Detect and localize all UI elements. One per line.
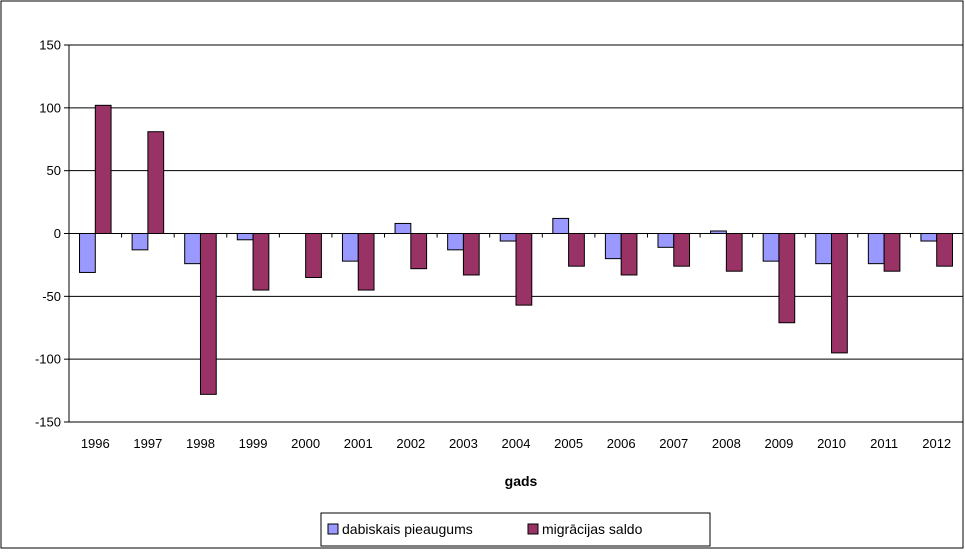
bar-dabiskais-pieaugums-2009 (762, 233, 780, 262)
bars (79, 104, 953, 395)
bar-dabiskais-pieaugums-1999 (236, 233, 254, 241)
y-tick-label: -50 (42, 289, 61, 304)
y-tick-label: -100 (35, 352, 61, 367)
bar-dabiskais-pieaugums-2001 (341, 233, 359, 262)
x-tick-label: 2002 (396, 436, 425, 451)
x-tick-label: 1999 (239, 436, 268, 451)
bar-migracijas-saldo-1999 (252, 233, 270, 291)
bar-migracijas-saldo-2001 (357, 233, 375, 291)
legend-box (320, 512, 711, 547)
gridlines (64, 44, 963, 423)
legend-label-migracijas-saldo: migrācijas saldo (542, 521, 643, 537)
bar-migracijas-saldo-2011 (883, 233, 901, 272)
bar-dabiskais-pieaugums-2011 (867, 233, 885, 265)
bar-dabiskais-pieaugums-2002 (394, 222, 412, 235)
bar-migracijas-saldo-2012 (936, 233, 953, 267)
bar-dabiskais-pieaugums-2004 (499, 233, 517, 242)
bar-migracijas-saldo-1997 (147, 131, 165, 235)
x-tick-label: 2008 (712, 436, 741, 451)
y-tick-label: 150 (39, 38, 61, 53)
bar-migracijas-saldo-2002 (410, 233, 428, 270)
bar-migracijas-saldo-2000 (305, 233, 322, 278)
bar-migracijas-saldo-1996 (94, 104, 112, 234)
bar-migracijas-saldo-2010 (831, 233, 848, 354)
x-tick-label: 2005 (554, 436, 583, 451)
x-tick-label: 2009 (764, 436, 793, 451)
bar-dabiskais-pieaugums-2006 (604, 233, 622, 260)
x-tick-labels: 1996 1997 1998 1999 2000 2001 2002 2003 2004 2005… (81, 436, 951, 451)
bar-migracijas-saldo-2005 (568, 233, 585, 267)
bar-dabiskais-pieaugums-2007 (657, 233, 675, 248)
x-tick-label: 2003 (449, 436, 478, 451)
bar-dabiskais-pieaugums-1996 (79, 233, 96, 273)
bar-migracijas-saldo-1998 (199, 233, 217, 395)
bar-dabiskais-pieaugums-1998 (184, 233, 201, 265)
legend-swatch-dabiskais-pieaugums (327, 523, 339, 535)
x-tick-label: 2006 (607, 436, 636, 451)
axes (68, 45, 964, 422)
x-tick-label: 1998 (186, 436, 215, 451)
x-tick-label: 1996 (81, 436, 110, 451)
bar-dabiskais-pieaugums-2012 (920, 233, 938, 242)
bar-migracijas-saldo-2006 (620, 233, 638, 276)
x-axis-title: gads (505, 473, 538, 489)
bar-dabiskais-pieaugums-2005 (552, 217, 570, 234)
x-tick-label: 2004 (502, 436, 531, 451)
x-tick-label: 2000 (291, 436, 320, 451)
bar-dabiskais-pieaugums-2010 (815, 233, 833, 265)
legend: dabiskais pieaugums migrācijas saldo (320, 512, 711, 547)
bar-migracijas-saldo-2009 (778, 233, 796, 324)
x-tick-label: 2001 (344, 436, 373, 451)
y-tick-label: 100 (39, 100, 61, 115)
x-tick-label: 2007 (659, 436, 688, 451)
bar-dabiskais-pieaugums-2003 (447, 233, 464, 251)
x-tick-label: 1997 (133, 436, 162, 451)
x-tick-label: 2011 (870, 436, 898, 451)
x-tick-label: 2010 (817, 436, 846, 451)
bar-dabiskais-pieaugums-1997 (131, 233, 149, 251)
legend-swatch-migracijas-saldo (527, 523, 539, 535)
bar-migracijas-saldo-2007 (673, 233, 691, 267)
bar-migracijas-saldo-2003 (462, 233, 480, 276)
bar-migracijas-saldo-2008 (725, 233, 743, 272)
y-tick-label: 50 (47, 163, 61, 178)
y-tick-label: -150 (35, 415, 61, 430)
y-tick-labels: 150 100 50 0 -50 -100 -150 (35, 38, 61, 430)
x-tick-label: 2012 (922, 436, 951, 451)
bar-migracijas-saldo-2004 (515, 233, 533, 306)
y-tick-label: 0 (54, 226, 61, 241)
legend-label-dabiskais-pieaugums: dabiskais pieaugums (342, 521, 473, 537)
